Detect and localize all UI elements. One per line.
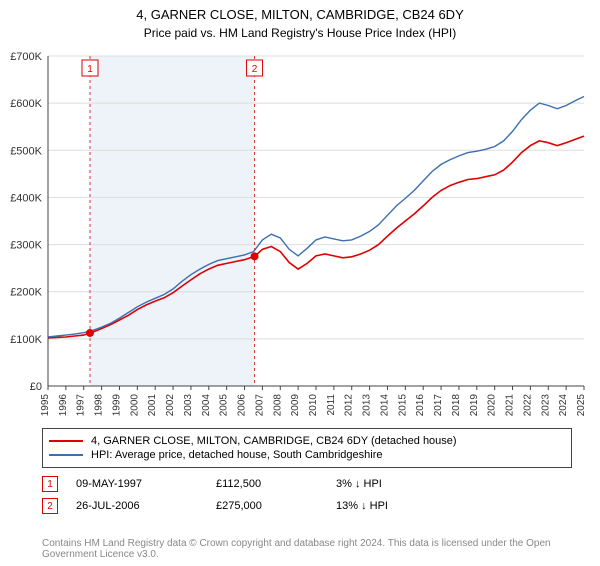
svg-text:£500K: £500K [10,145,42,157]
sale-row-2: 2 26-JUL-2006£275,00013% ↓ HPI [42,498,558,514]
svg-text:2012: 2012 [344,394,355,417]
legend-label-hpi: HPI: Average price, detached house, Sout… [91,449,382,461]
svg-text:1: 1 [87,64,93,75]
svg-text:1995: 1995 [40,394,51,417]
svg-text:£300K: £300K [10,240,42,252]
svg-text:2008: 2008 [272,394,283,417]
svg-text:2015: 2015 [397,394,408,417]
svg-text:2014: 2014 [379,394,390,417]
sale-date-2: 26-JUL-2006 [76,500,216,512]
footer-note: Contains HM Land Registry data © Crown c… [42,538,558,560]
sale-diff-1: 3% ↓ HPI [336,478,382,490]
svg-text:2003: 2003 [183,394,194,417]
svg-text:2: 2 [252,64,258,75]
svg-text:2025: 2025 [576,394,587,417]
svg-text:1996: 1996 [58,394,69,417]
legend-row-hpi: HPI: Average price, detached house, Sout… [49,449,565,461]
chart-subtitle: Price paid vs. HM Land Registry's House … [0,26,600,40]
svg-text:2007: 2007 [254,394,265,417]
sale-diff-2: 13% ↓ HPI [336,500,388,512]
legend-swatch-subject [49,440,83,442]
svg-text:2004: 2004 [201,394,212,417]
svg-text:2009: 2009 [290,394,301,417]
svg-text:2002: 2002 [165,394,176,417]
svg-text:2005: 2005 [219,394,230,417]
sale-row-1: 1 09-MAY-1997£112,5003% ↓ HPI [42,476,558,492]
legend-box: 4, GARNER CLOSE, MILTON, CAMBRIDGE, CB24… [42,428,572,468]
svg-text:1998: 1998 [94,394,105,417]
svg-text:2022: 2022 [522,394,533,417]
svg-text:£400K: £400K [10,192,42,204]
svg-text:2021: 2021 [505,394,516,417]
svg-text:2019: 2019 [469,394,480,417]
svg-text:2013: 2013 [362,394,373,417]
svg-text:£700K: £700K [10,51,42,63]
svg-text:1997: 1997 [76,394,87,417]
svg-text:2016: 2016 [415,394,426,417]
chart-container: 4, GARNER CLOSE, MILTON, CAMBRIDGE, CB24… [0,6,600,566]
svg-text:2017: 2017 [433,394,444,417]
svg-text:£600K: £600K [10,98,42,110]
legend-swatch-hpi [49,454,83,456]
svg-text:2020: 2020 [487,394,498,417]
svg-text:2023: 2023 [540,394,551,417]
legend-row-subject: 4, GARNER CLOSE, MILTON, CAMBRIDGE, CB24… [49,435,565,447]
sale-price-1: £112,500 [216,478,336,490]
sale-marker-1: 1 [42,476,58,492]
sale-price-2: £275,000 [216,500,336,512]
chart-svg: £0 £100K £200K £300K £400K £500K £600K £700K 1 2 1… [0,48,600,418]
chart-title: 4, GARNER CLOSE, MILTON, CAMBRIDGE, CB24… [0,6,600,24]
svg-text:£200K: £200K [10,287,42,299]
svg-text:2018: 2018 [451,394,462,417]
svg-text:2010: 2010 [308,394,319,417]
svg-text:2024: 2024 [558,394,569,417]
svg-text:2000: 2000 [129,394,140,417]
svg-text:2001: 2001 [147,394,158,417]
svg-text:2006: 2006 [237,394,248,417]
sale-date-1: 09-MAY-1997 [76,478,216,490]
svg-text:2011: 2011 [326,394,337,416]
svg-text:1999: 1999 [111,394,122,417]
chart-area: £0 £100K £200K £300K £400K £500K £600K £700K 1 2 1… [0,48,600,418]
svg-text:£100K: £100K [10,334,42,346]
svg-text:£0: £0 [30,381,42,393]
sale-marker-2: 2 [42,498,58,514]
legend-label-subject: 4, GARNER CLOSE, MILTON, CAMBRIDGE, CB24… [91,435,457,447]
